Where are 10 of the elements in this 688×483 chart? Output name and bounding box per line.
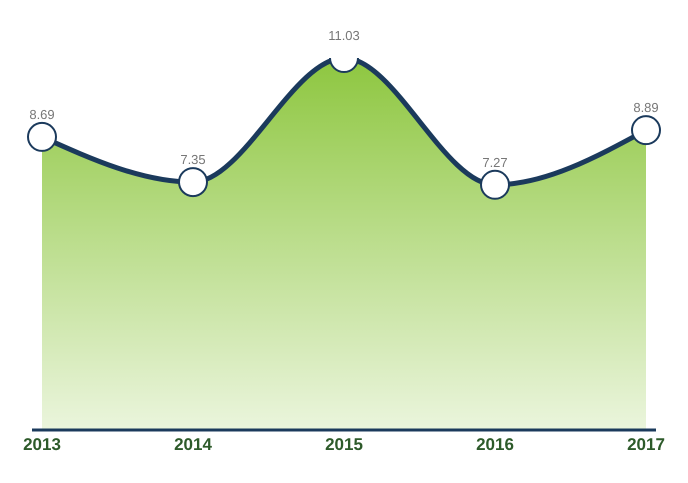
x-tick-label: 2014: [174, 435, 212, 454]
data-label: 11.03: [328, 28, 360, 43]
data-label: 8.69: [29, 106, 55, 122]
data-label: 7.27: [482, 154, 508, 170]
x-tick-label: 2013: [23, 435, 61, 454]
data-label: 8.89: [633, 100, 659, 116]
x-tick-label: 2015: [325, 435, 363, 454]
x-tick-label: 2016: [476, 435, 514, 454]
x-tick-label: 2017: [627, 435, 665, 454]
data-label: 7.35: [180, 152, 206, 168]
